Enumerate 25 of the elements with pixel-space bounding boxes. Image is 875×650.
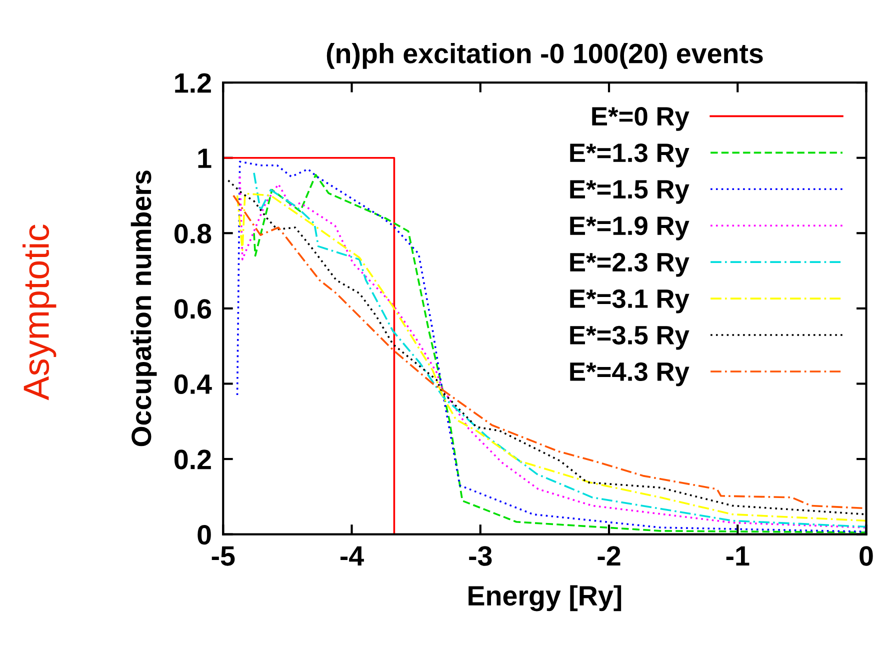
legend-label: E*=3.1 Ry [570,289,690,314]
legend-label: E*=4.3 Ry [570,362,690,386]
x-tick-label: 0 [860,546,873,566]
y-tick-label: 1.2 [175,73,211,93]
legend-label: E*=2.3 Ry [570,252,690,277]
x-tick-label: -3 [469,546,492,566]
y-tick-label: 1 [198,148,212,168]
x-axis-title: Energy [Ry] [468,585,622,612]
y-tick-label: 0.8 [174,224,212,244]
chart-title: (n)ph excitation -0 100(20) events [326,42,763,69]
y-tick-label: 0.2 [174,450,211,470]
x-tick-label: -4 [340,546,364,566]
legend-label: E*=1.9 Ry [570,216,690,240]
x-tick-label: -5 [212,546,235,566]
x-tick-label: -1 [726,546,750,566]
legend-label: E*=3.5 Ry [570,326,690,350]
text: Asymptotic [22,224,56,400]
y-axis-title: Occupation numbers [130,170,157,446]
y-tick-label: 0 [198,524,211,545]
legend-label: E*=1.5 Ry [570,180,690,204]
legend-label: E*=1.3 Ry [570,143,690,168]
y-tick-label: 0.4 [174,374,212,394]
y-tick-label: 0.6 [174,299,212,319]
x-tick-label: -2 [598,546,620,566]
legend-label: E*=0 Ry [592,106,690,131]
